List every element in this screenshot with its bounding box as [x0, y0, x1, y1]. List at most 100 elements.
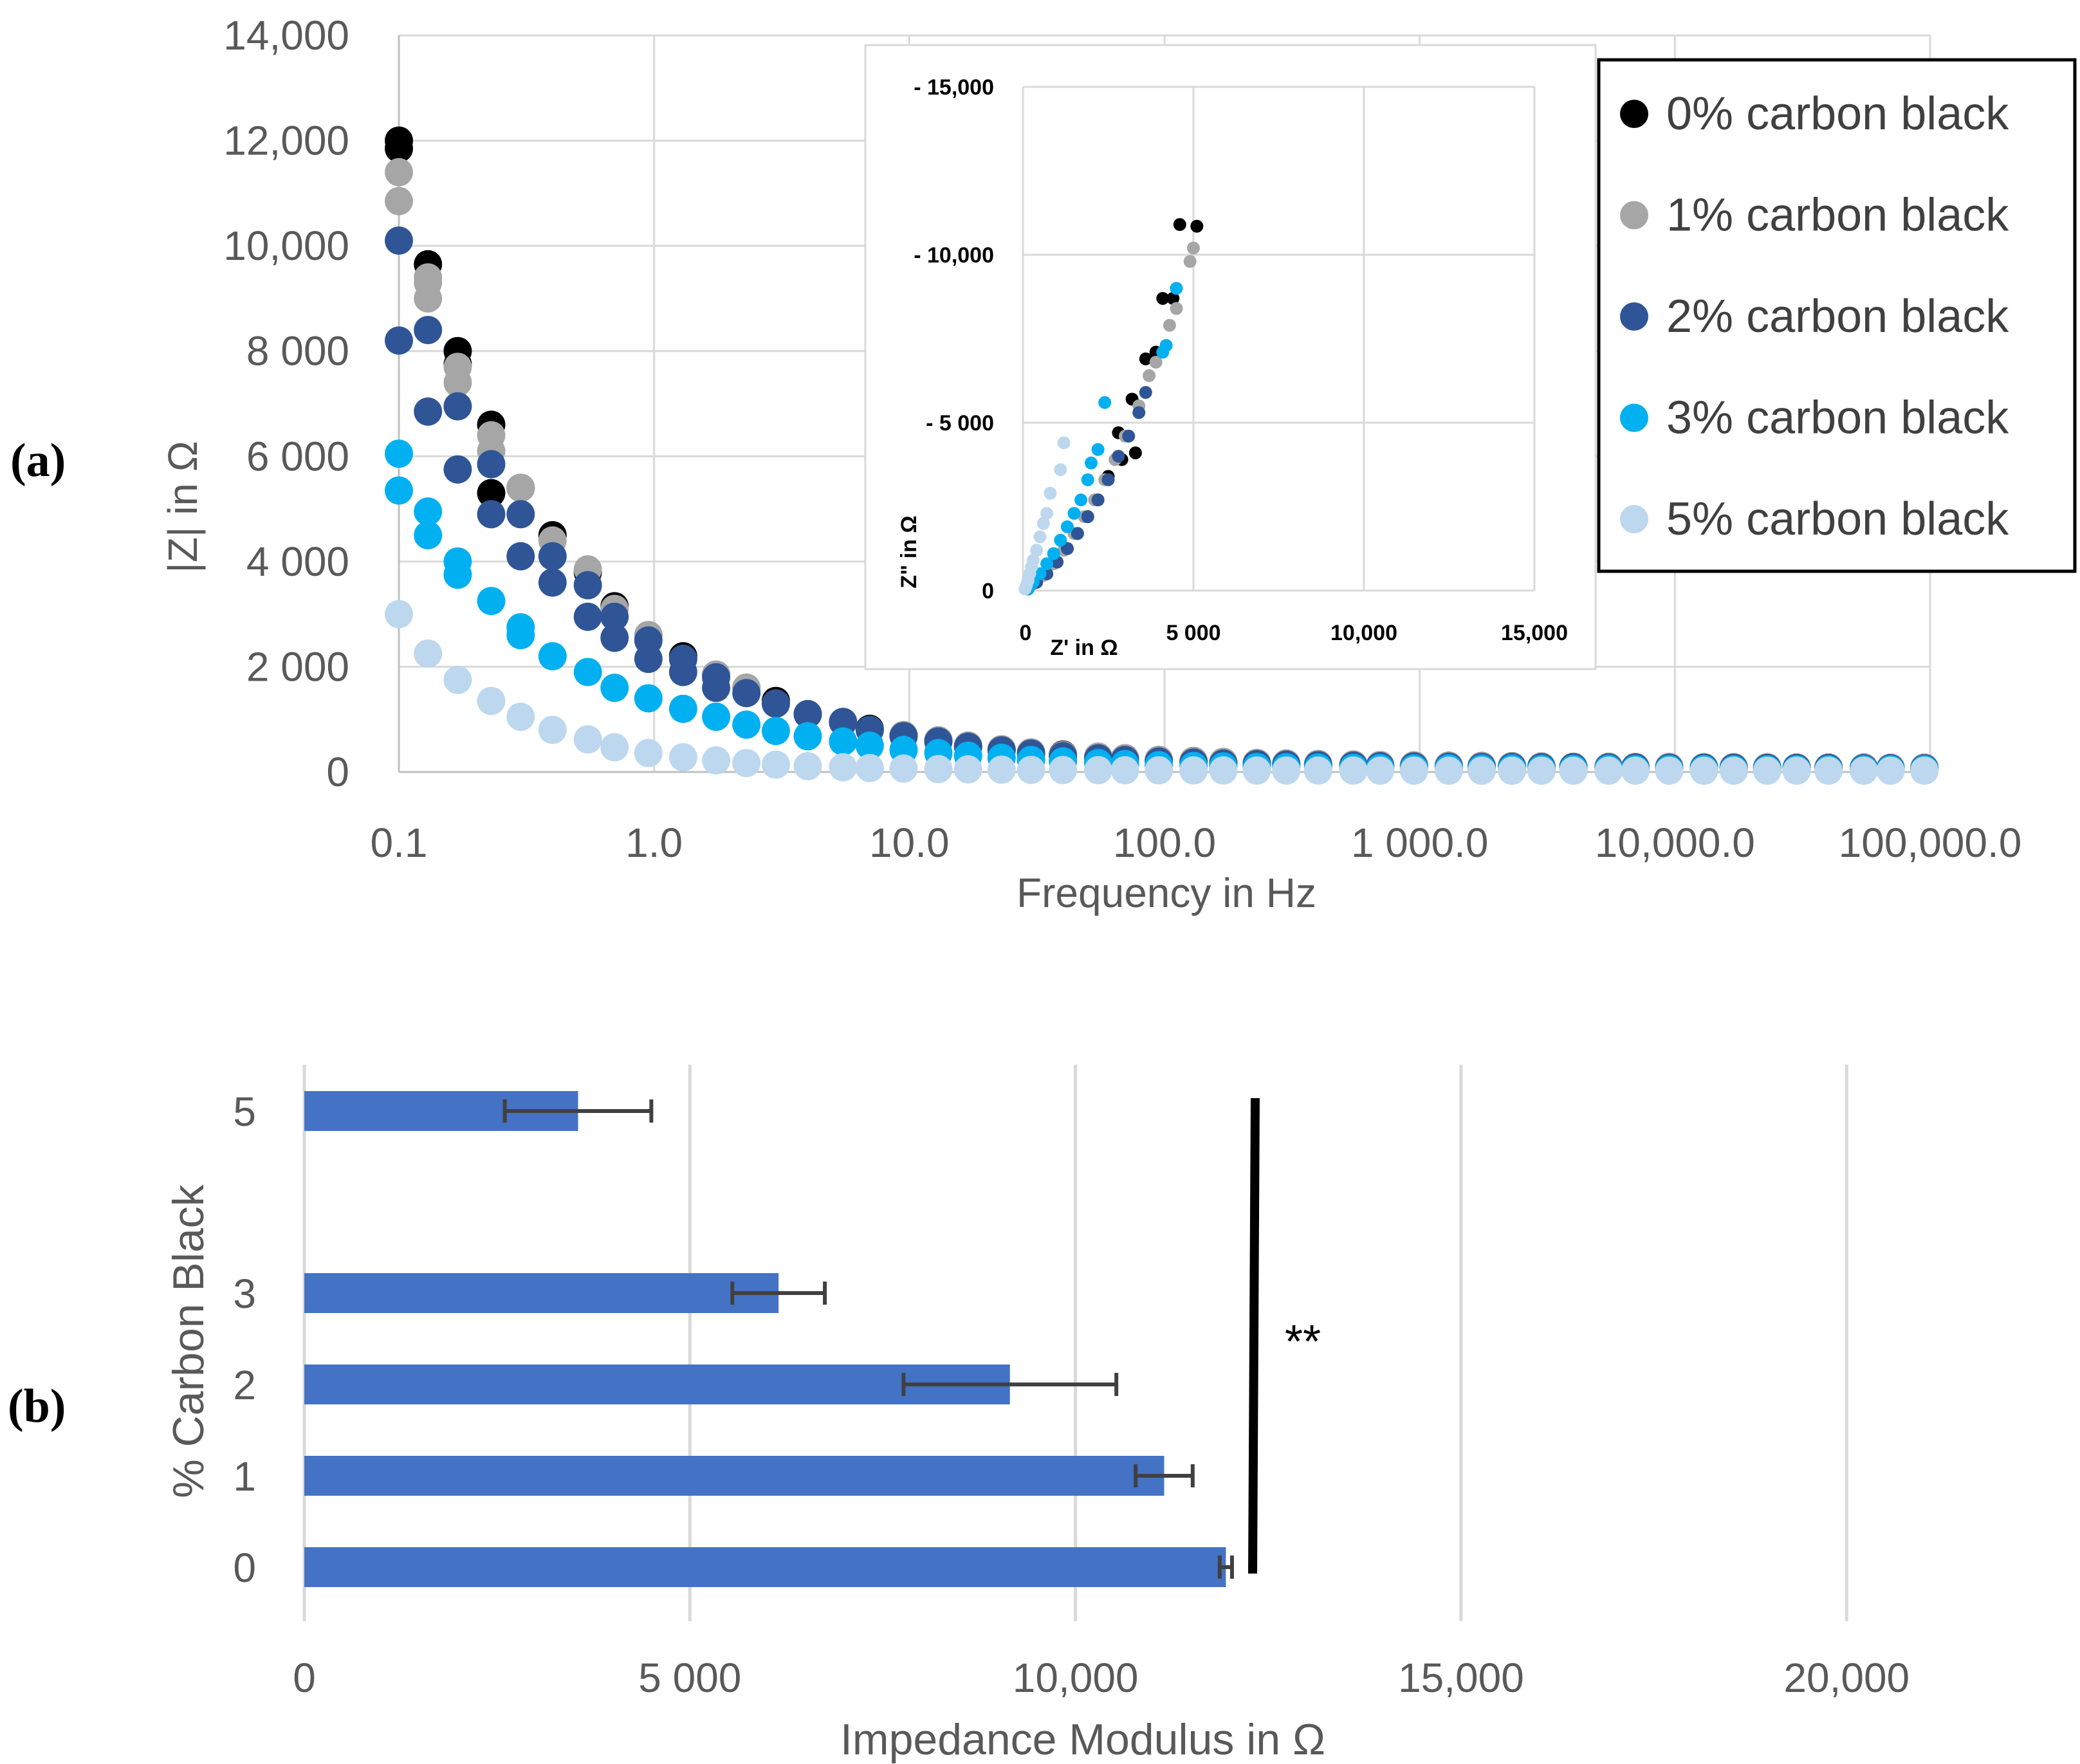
- chart-a-point-series-4: [1303, 756, 1332, 785]
- chart-a-point-series-3: [761, 717, 790, 746]
- chart-a-point-series-2: [477, 450, 506, 479]
- chart-a-point-series-4: [702, 746, 731, 775]
- chart-a-point-series-4: [761, 750, 790, 779]
- chart-a-point-series-0: [385, 134, 413, 163]
- chart-a-point-series-2: [702, 674, 731, 703]
- inset-point-series-4: [1044, 486, 1057, 500]
- chart-a-point-series-1: [506, 473, 535, 502]
- inset-point-series-1: [1183, 255, 1197, 268]
- chart-a-point-series-2: [829, 708, 858, 737]
- chart-a-point-series-4: [1876, 756, 1905, 785]
- chart-a-point-series-2: [573, 571, 602, 600]
- chart-a-point-series-4: [538, 715, 567, 744]
- chart-a-y-tick-label: 0: [326, 749, 349, 795]
- chart-a-x-tick-label: 0.1: [371, 820, 428, 866]
- chart-a-point-series-4: [829, 753, 858, 782]
- inset-point-series-1: [1149, 356, 1163, 369]
- inset-data-points: [1018, 218, 1204, 596]
- chart-a-y-tick-label: 8 000: [246, 328, 349, 374]
- chart-a-point-series-4: [1689, 756, 1718, 785]
- chart-a-point-series-4: [414, 639, 443, 668]
- legend-box: [1597, 58, 2077, 573]
- inset-point-series-0: [1156, 291, 1170, 305]
- chart-b-error-bars: [502, 1099, 1234, 1579]
- chart-a-point-series-4: [506, 703, 535, 731]
- inset-x-tick-label: 10,000: [1330, 621, 1397, 645]
- chart-b-gridlines: [302, 1065, 1848, 1621]
- chart-a-point-series-4: [1399, 756, 1428, 785]
- chart-a-point-series-4: [1559, 756, 1588, 785]
- inset-point-series-4: [1054, 463, 1067, 477]
- chart-b-category-label: 0: [233, 1545, 256, 1591]
- chart-a-point-series-3: [793, 722, 822, 751]
- chart-a-x-tick-labels: 0.1 1.0 10.0 100.0 1 000.0 10,000.0 100,000.0: [371, 820, 2022, 866]
- chart-a-point-series-3: [385, 476, 413, 505]
- chart-a-point-series-3: [573, 657, 602, 686]
- chart-a-y-tick-labels: 0 2 000 4 000 6 000 8 000 10,000 12,000 14,000: [223, 12, 349, 795]
- inset-point-series-1: [1170, 302, 1183, 315]
- chart-a-point-series-2: [793, 700, 822, 729]
- chart-a-point-series-2: [385, 226, 413, 255]
- legend-marker: [1620, 302, 1648, 331]
- chart-b-bar: [304, 1273, 779, 1313]
- chart-a-x-axis-title: Frequency in Hz: [1017, 870, 1316, 916]
- chart-a-point-series-4: [1049, 755, 1078, 784]
- chart-b-x-tick-label: 0: [293, 1655, 316, 1701]
- chart-a-point-series-3: [414, 497, 443, 526]
- chart-a-point-series-2: [443, 455, 472, 484]
- inset-point-series-0: [1166, 291, 1180, 305]
- chart-a-point-series-0: [477, 479, 506, 508]
- chart-a-point-series-1: [385, 187, 413, 216]
- inset-point-series-4: [1030, 544, 1044, 557]
- chart-a-x-tick-label: 10.0: [869, 820, 950, 866]
- chart-a-point-series-2: [506, 500, 535, 529]
- chart-a-point-series-4: [1468, 756, 1496, 785]
- chart-a-point-series-2: [600, 623, 629, 652]
- inset-x-tick-label: 15,000: [1501, 621, 1568, 645]
- chart-a-point-series-2: [634, 645, 663, 674]
- chart-a-point-series-3: [385, 439, 413, 468]
- chart-b-category-label: 3: [233, 1271, 256, 1317]
- inset-point-series-4: [1040, 506, 1054, 520]
- panel-b-label: (b): [8, 1380, 66, 1433]
- chart-a-point-series-4: [634, 739, 663, 767]
- chart-a-point-series-1: [385, 158, 413, 187]
- chart-a-point-series-2: [538, 542, 567, 571]
- chart-a-point-series-4: [1110, 756, 1139, 785]
- chart-a-point-series-3: [506, 621, 535, 650]
- inset-point-series-2: [1071, 527, 1084, 540]
- chart-a-point-series-2: [506, 542, 535, 571]
- chart-a-point-series-2: [761, 689, 790, 718]
- chart-a-point-series-3: [634, 684, 663, 713]
- inset-gridlines: [1022, 86, 1536, 592]
- chart-b-bar: [304, 1364, 1010, 1404]
- inset-point-series-3: [1098, 396, 1112, 409]
- inset-point-series-1: [1187, 241, 1200, 255]
- chart-a-x-tick-label: 1 000.0: [1351, 820, 1489, 866]
- inset-background: [864, 44, 1597, 670]
- chart-b-category-label: 5: [233, 1089, 256, 1135]
- chart-a-point-series-4: [1017, 755, 1045, 784]
- chart-a-point-series-2: [385, 326, 413, 355]
- chart-a-point-series-4: [1910, 756, 1939, 785]
- inset-point-series-3: [1085, 456, 1098, 470]
- legend-marker: [1620, 403, 1648, 432]
- chart-a-point-series-4: [600, 733, 629, 762]
- inset-point-series-4: [1057, 436, 1071, 450]
- chart-a-point-series-4: [1782, 756, 1811, 785]
- inset-x-tick-label: 5 000: [1166, 621, 1220, 645]
- inset-point-series-1: [1143, 369, 1156, 382]
- inset-point-series-2: [1112, 450, 1125, 463]
- chart-a-y-tick-label: 12,000: [223, 118, 349, 164]
- inset-y-tick-label: 0: [982, 579, 994, 603]
- chart-a-point-series-4: [668, 743, 697, 772]
- chart-a-point-series-4: [855, 753, 884, 782]
- chart-a-legend: 0% carbon black 1% carbon black 2% carbon …: [1597, 58, 2077, 573]
- inset-point-series-4: [1018, 582, 1032, 596]
- chart-a-point-series-4: [889, 754, 918, 783]
- chart-b-bar: [304, 1547, 1226, 1587]
- inset-point-series-0: [1173, 218, 1186, 232]
- legend-label: 1% carbon black: [1666, 190, 2009, 241]
- inset-y-tick-labels: 0 - 5 000 - 10,000 - 15,000: [914, 75, 994, 603]
